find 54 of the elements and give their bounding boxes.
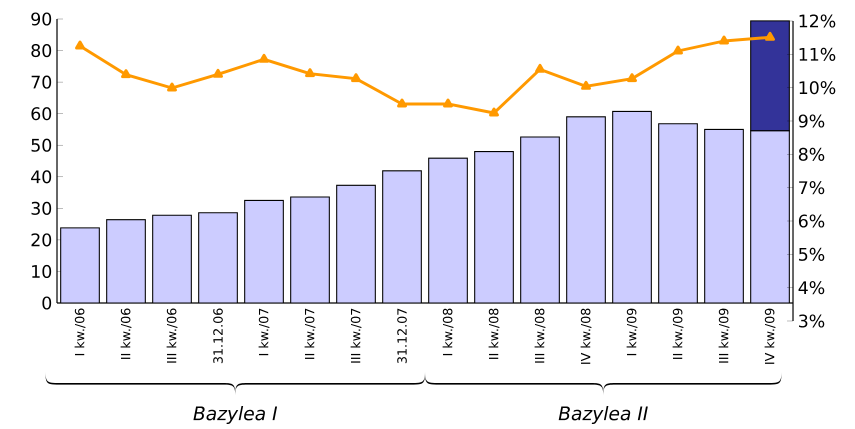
x-tick-label: 31.12.07 — [397, 308, 407, 364]
y-tick-label: 60 — [31, 107, 52, 120]
y2-tick-label: 12% — [800, 14, 836, 28]
x-tick-label: III kw./09 — [718, 308, 730, 363]
point — [259, 54, 269, 63]
y-tick-label: 80 — [31, 44, 52, 58]
y2-tick-label: 11% — [800, 48, 836, 61]
x-tick-label: IV kw./09 — [764, 308, 776, 364]
x-tick-label: II kw./07 — [304, 308, 316, 359]
x-tick-label: II kw./08 — [488, 308, 500, 359]
point — [581, 80, 591, 90]
point — [167, 82, 177, 92]
point — [765, 32, 775, 41]
x-tick-label: III kw./06 — [166, 308, 178, 363]
x-tick-label: I kw./07 — [258, 308, 270, 356]
y-tick-label: 10 — [32, 264, 52, 278]
x-tick-label: II kw./06 — [120, 308, 132, 359]
point — [397, 98, 407, 108]
x-tick-label: III kw./07 — [350, 308, 362, 363]
y2-tick-label: 6% — [798, 214, 824, 228]
x-tick-label: II kw./09 — [672, 308, 684, 359]
y2-tick-label: 5% — [799, 248, 824, 261]
text: Bazylea I — [193, 406, 278, 424]
y2-tick-label: 8% — [798, 148, 824, 161]
point — [535, 64, 545, 73]
y2-tick-label: 4% — [798, 281, 824, 294]
x-tick-label: I kw./09 — [626, 308, 638, 356]
y2-tick-label: 10% — [800, 81, 836, 94]
x-tick-label: IV kw./08 — [580, 308, 592, 364]
point — [627, 73, 637, 82]
y-tick-label: 0 — [42, 296, 52, 310]
point — [351, 73, 361, 82]
y2-tick-label: 9% — [798, 114, 824, 128]
x-tick-label: I kw./08 — [442, 308, 454, 356]
point — [443, 98, 453, 108]
text: Bazylea II — [558, 406, 648, 424]
point — [489, 108, 499, 116]
y-tick-label: 50 — [32, 138, 52, 152]
y-tick-label: 90 — [31, 12, 52, 26]
y2-tick-label: 7% — [799, 181, 824, 194]
point — [121, 69, 131, 78]
point — [719, 36, 729, 44]
point — [305, 68, 315, 78]
x-tick-label: III kw./08 — [534, 308, 546, 363]
y-tick-label: 20 — [32, 233, 52, 246]
point — [75, 40, 85, 50]
x-tick-label: 31.12.06 — [213, 308, 223, 364]
y-tick-label: 70 — [32, 76, 52, 89]
y-tick-label: 40 — [31, 170, 52, 184]
point — [673, 46, 683, 54]
y-tick-label: 30 — [32, 202, 52, 215]
x-tick-label: I kw./06 — [74, 308, 86, 356]
point — [213, 68, 223, 78]
y2-tick-label: 3% — [799, 314, 824, 328]
